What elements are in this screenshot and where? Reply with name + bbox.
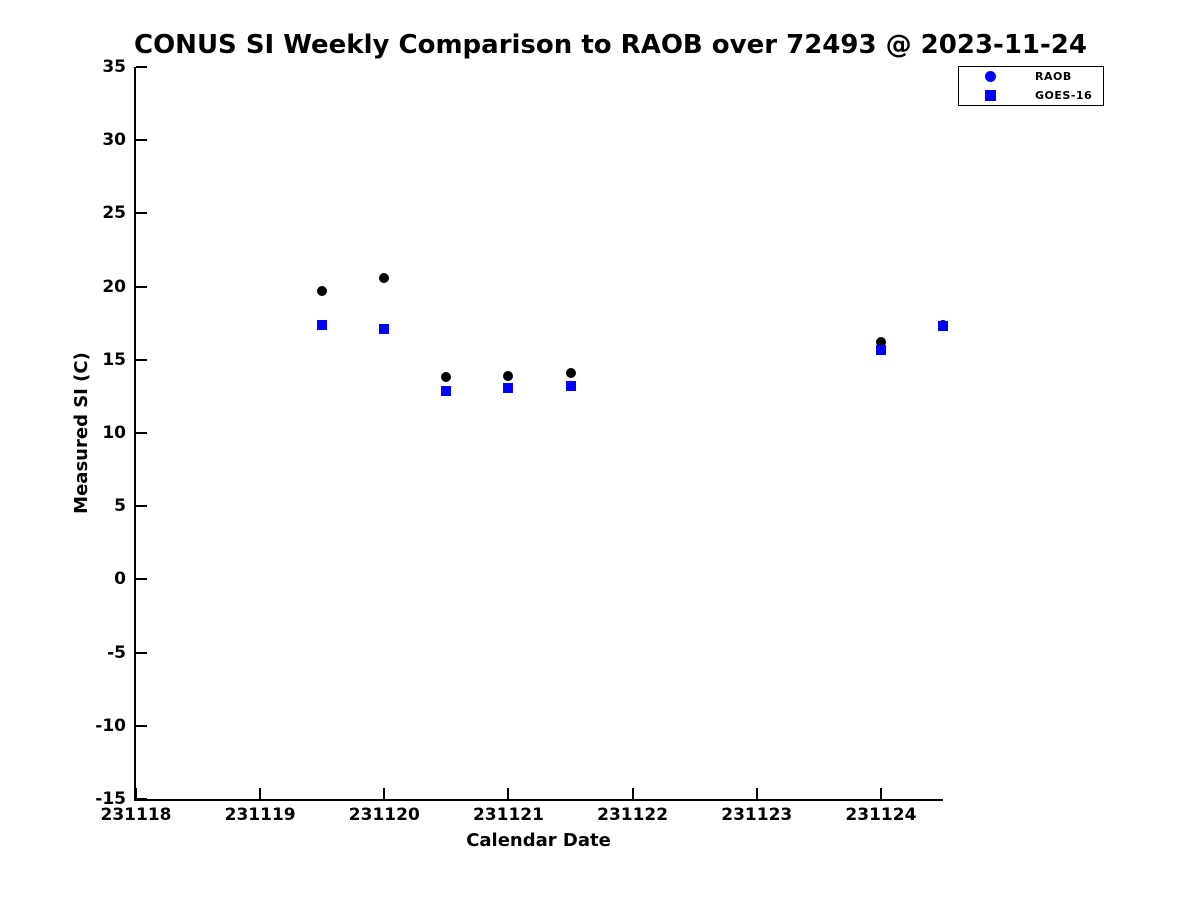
data-point-raob: [317, 285, 328, 296]
y-tick: [136, 66, 147, 68]
plot-area: [134, 66, 948, 801]
y-tick: [136, 358, 147, 361]
x-tick: [259, 788, 262, 799]
legend-label-goes16: GOES-16: [1035, 89, 1093, 102]
x-tick: [135, 788, 137, 799]
x-tick: [507, 788, 510, 799]
data-point-raob: [875, 337, 886, 348]
x-tick-label: 231122: [597, 805, 669, 825]
data-point-goes16: [503, 382, 514, 393]
legend-item-goes16: GOES-16: [959, 86, 1103, 105]
raob-circle-marker-icon: [985, 71, 996, 82]
legend: RAOB GOES-16: [958, 66, 1104, 106]
data-point-raob: [565, 367, 576, 378]
y-tick-label: 35: [102, 57, 126, 77]
data-point-raob: [503, 370, 514, 381]
x-tick: [755, 788, 758, 799]
data-point-goes16: [875, 344, 886, 355]
x-tick: [631, 788, 634, 799]
y-tick-label: 25: [102, 203, 126, 224]
y-tick-label: -10: [95, 715, 126, 736]
y-tick: [136, 285, 147, 288]
goes16-square-marker-icon: [985, 90, 996, 101]
y-tick-label: 5: [114, 496, 126, 517]
y-tick-label: 20: [102, 276, 126, 297]
y-tick-label: -5: [107, 642, 126, 663]
x-tick: [879, 788, 882, 799]
y-tick-label: 15: [102, 349, 126, 370]
data-point-goes16: [317, 319, 328, 330]
x-axis-label: Calendar Date: [466, 830, 611, 851]
y-tick: [136, 651, 147, 654]
data-point-goes16: [441, 385, 452, 396]
x-tick-label: 231123: [721, 805, 793, 825]
y-tick-label: 0: [114, 569, 126, 590]
y-tick: [136, 432, 147, 434]
y-tick-label: 10: [102, 423, 126, 443]
y-tick: [136, 212, 147, 215]
y-tick: [136, 505, 147, 508]
data-point-goes16: [379, 324, 390, 335]
legend-item-raob: RAOB: [959, 67, 1103, 86]
x-tick-label: 231118: [100, 805, 172, 825]
y-tick-label: -15: [95, 789, 126, 809]
data-point-goes16: [938, 321, 948, 332]
y-tick: [136, 139, 147, 142]
data-point-raob: [379, 272, 390, 283]
data-point-raob: [441, 372, 452, 383]
x-tick-label: 231121: [472, 805, 544, 825]
y-tick: [136, 578, 147, 581]
y-tick: [136, 724, 147, 727]
y-tick-label: 30: [102, 130, 126, 151]
x-tick-label: 231124: [845, 805, 917, 825]
x-tick-label: 231120: [348, 805, 420, 825]
chart-title: CONUS SI Weekly Comparison to RAOB over …: [134, 30, 1087, 60]
y-tick: [136, 798, 147, 800]
x-tick-label: 231119: [224, 805, 296, 825]
data-point-goes16: [565, 381, 576, 392]
legend-label-raob: RAOB: [1035, 70, 1072, 83]
x-tick: [383, 788, 386, 799]
